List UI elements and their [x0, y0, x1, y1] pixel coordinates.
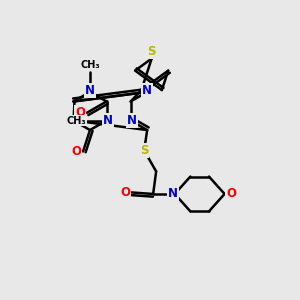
Text: N: N	[103, 114, 113, 127]
Text: N: N	[85, 84, 95, 97]
Text: CH₃: CH₃	[67, 116, 86, 125]
Text: N: N	[168, 188, 178, 200]
Text: O: O	[71, 145, 81, 158]
Text: N: N	[142, 84, 152, 97]
Text: CH₃: CH₃	[80, 60, 100, 70]
Text: N: N	[127, 114, 137, 127]
Text: S: S	[140, 144, 148, 157]
Text: O: O	[226, 188, 236, 200]
Text: O: O	[120, 186, 130, 199]
Text: S: S	[147, 46, 156, 59]
Text: O: O	[75, 106, 85, 119]
